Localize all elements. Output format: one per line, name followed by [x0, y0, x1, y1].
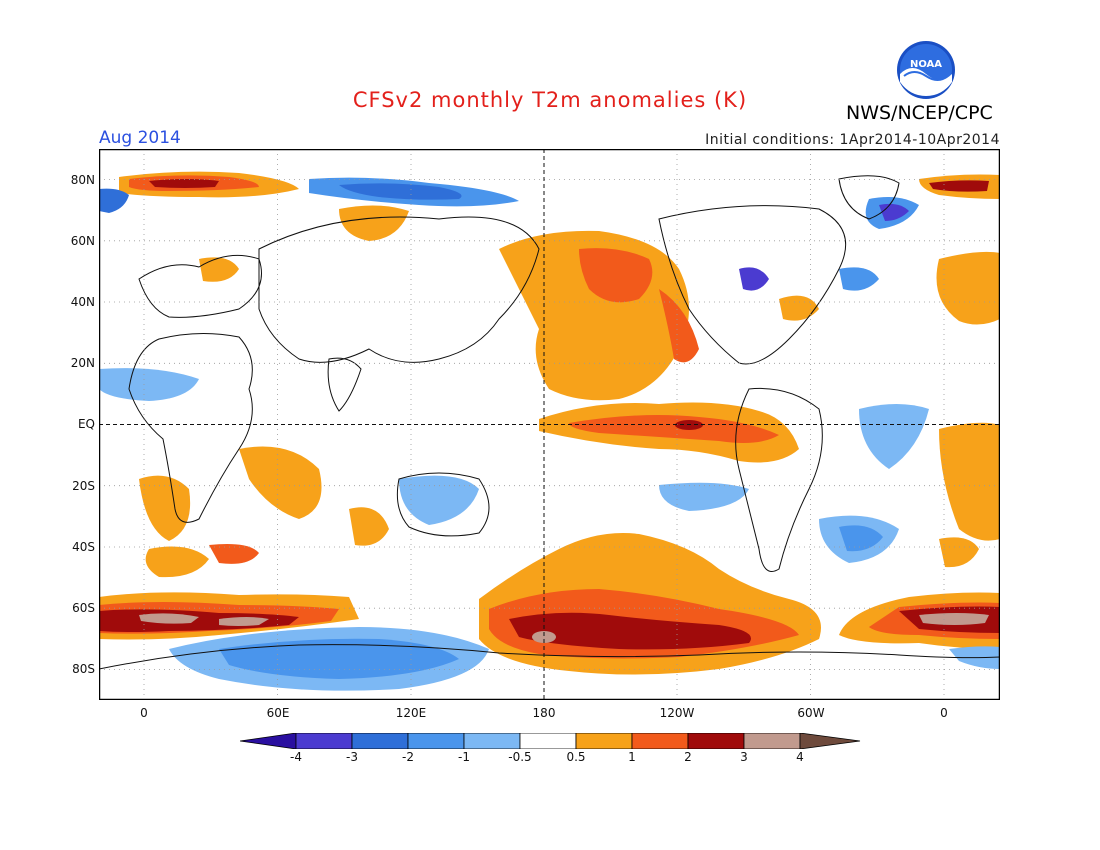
color-bar-label-2: -2 [402, 750, 414, 764]
lat-label-60s: 60S [72, 601, 95, 615]
lat-label-80s: 80S [72, 662, 95, 676]
color-bar-label-6: 1 [628, 750, 636, 764]
logo-text: NOAA [910, 59, 942, 70]
lon-label-60e: 60E [266, 706, 290, 720]
lon-label-120w: 120W [659, 706, 695, 720]
initial-conditions-label: Initial conditions: 1Apr2014-10Apr2014 [705, 132, 1000, 148]
color-bar-label-5: 0.5 [566, 750, 586, 764]
color-bar-swatch-5 [519, 733, 577, 749]
color-bar [240, 733, 861, 749]
anomaly-patches [99, 171, 1000, 691]
color-bar-swatch-1 [295, 733, 353, 749]
color-bar-label-1: -3 [346, 750, 358, 764]
color-bar-swatch-10 [799, 733, 861, 749]
color-bar-swatch-4 [463, 733, 521, 749]
color-bar-label-7: 2 [684, 750, 692, 764]
lon-label-0-west: 0 [140, 706, 148, 720]
color-bar-label-3: -1 [458, 750, 470, 764]
lon-label-180: 180 [532, 706, 556, 720]
lat-label-40n: 40N [70, 295, 95, 309]
color-bar-swatch-7 [631, 733, 689, 749]
color-bar-label-4: -0.5 [508, 750, 532, 764]
page-title: CFSv2 monthly T2m anomalies (K) [352, 88, 748, 112]
lat-label-eq: EQ [77, 417, 95, 431]
lat-label-80n: 80N [70, 173, 95, 187]
color-bar-swatch-8 [687, 733, 745, 749]
lon-label-120e: 120E [395, 706, 427, 720]
color-bar-swatch-9 [743, 733, 801, 749]
lon-label-0-east: 0 [940, 706, 948, 720]
color-bar-label-9: 4 [796, 750, 804, 764]
lat-label-40s: 40S [72, 540, 95, 554]
color-bar-label-8: 3 [740, 750, 748, 764]
anomaly-map [99, 149, 1000, 700]
color-bar-swatch-2 [351, 733, 409, 749]
coastlines [99, 175, 1000, 670]
noaa-logo-icon: NOAA [897, 41, 955, 99]
color-bar-swatch-6 [575, 733, 633, 749]
lon-label-60w: 60W [797, 706, 825, 720]
organization-label: NWS/NCEP/CPC [846, 102, 993, 124]
color-bar-swatch-0 [240, 733, 297, 749]
reference-lines [99, 149, 1000, 700]
color-bar-swatch-3 [407, 733, 465, 749]
lat-label-60n: 60N [70, 234, 95, 248]
lat-label-20s: 20S [72, 479, 95, 493]
lat-label-20n: 20N [70, 356, 95, 370]
color-bar-label-0: -4 [290, 750, 302, 764]
month-label: Aug 2014 [99, 128, 181, 148]
